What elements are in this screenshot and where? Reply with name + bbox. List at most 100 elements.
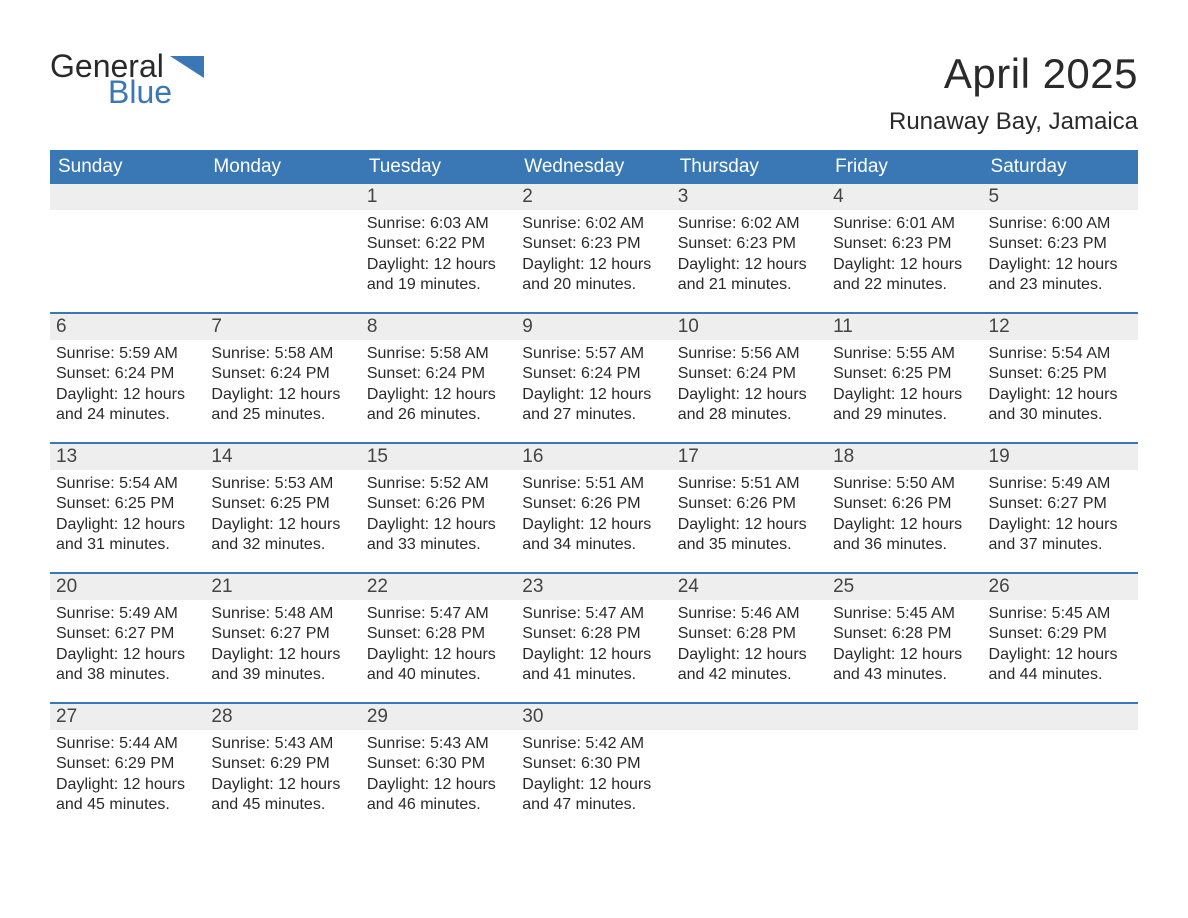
day-number: 22 <box>361 574 516 600</box>
sunrise-line: Sunrise: 5:47 AM <box>522 604 665 624</box>
month-title: April 2025 <box>889 50 1138 98</box>
day-cell <box>983 704 1138 832</box>
day-number: 4 <box>827 184 982 210</box>
daylight-line: Daylight: 12 hours and 45 minutes. <box>211 775 354 816</box>
day-number: 8 <box>361 314 516 340</box>
sunrise-line: Sunrise: 5:49 AM <box>56 604 199 624</box>
sunset-line: Sunset: 6:22 PM <box>367 234 510 254</box>
title-block: April 2025 Runaway Bay, Jamaica <box>889 50 1138 136</box>
day-details: Sunrise: 5:45 AMSunset: 6:28 PMDaylight:… <box>827 600 982 686</box>
day-details: Sunrise: 6:02 AMSunset: 6:23 PMDaylight:… <box>516 210 671 296</box>
sunset-line: Sunset: 6:29 PM <box>56 754 199 774</box>
day-number: 5 <box>983 184 1138 210</box>
daylight-line: Daylight: 12 hours and 45 minutes. <box>56 775 199 816</box>
sunrise-line: Sunrise: 5:53 AM <box>211 474 354 494</box>
day-number: 7 <box>205 314 360 340</box>
day-number: 13 <box>50 444 205 470</box>
daylight-line: Daylight: 12 hours and 31 minutes. <box>56 515 199 556</box>
daylight-line: Daylight: 12 hours and 43 minutes. <box>833 645 976 686</box>
sunset-line: Sunset: 6:30 PM <box>522 754 665 774</box>
sunset-line: Sunset: 6:27 PM <box>989 494 1132 514</box>
day-details: Sunrise: 6:00 AMSunset: 6:23 PMDaylight:… <box>983 210 1138 296</box>
day-cell: 21Sunrise: 5:48 AMSunset: 6:27 PMDayligh… <box>205 574 360 702</box>
day-number: 1 <box>361 184 516 210</box>
day-details: Sunrise: 5:43 AMSunset: 6:29 PMDaylight:… <box>205 730 360 816</box>
sunrise-line: Sunrise: 5:47 AM <box>367 604 510 624</box>
sunrise-line: Sunrise: 5:42 AM <box>522 734 665 754</box>
week-row: 13Sunrise: 5:54 AMSunset: 6:25 PMDayligh… <box>50 442 1138 572</box>
sunrise-line: Sunrise: 5:57 AM <box>522 344 665 364</box>
weekday-friday: Friday <box>827 150 982 184</box>
daylight-line: Daylight: 12 hours and 37 minutes. <box>989 515 1132 556</box>
daylight-line: Daylight: 12 hours and 19 minutes. <box>367 255 510 296</box>
day-cell: 28Sunrise: 5:43 AMSunset: 6:29 PMDayligh… <box>205 704 360 832</box>
day-number: 21 <box>205 574 360 600</box>
sunrise-line: Sunrise: 5:58 AM <box>211 344 354 364</box>
day-details: Sunrise: 5:53 AMSunset: 6:25 PMDaylight:… <box>205 470 360 556</box>
day-number <box>50 184 205 210</box>
day-number: 10 <box>672 314 827 340</box>
sunrise-line: Sunrise: 5:43 AM <box>367 734 510 754</box>
day-cell: 16Sunrise: 5:51 AMSunset: 6:26 PMDayligh… <box>516 444 671 572</box>
day-cell: 26Sunrise: 5:45 AMSunset: 6:29 PMDayligh… <box>983 574 1138 702</box>
daylight-line: Daylight: 12 hours and 46 minutes. <box>367 775 510 816</box>
day-cell: 4Sunrise: 6:01 AMSunset: 6:23 PMDaylight… <box>827 184 982 312</box>
day-cell: 20Sunrise: 5:49 AMSunset: 6:27 PMDayligh… <box>50 574 205 702</box>
location: Runaway Bay, Jamaica <box>889 108 1138 136</box>
sunrise-line: Sunrise: 5:58 AM <box>367 344 510 364</box>
sunrise-line: Sunrise: 5:46 AM <box>678 604 821 624</box>
sunrise-line: Sunrise: 6:00 AM <box>989 214 1132 234</box>
daylight-line: Daylight: 12 hours and 28 minutes. <box>678 385 821 426</box>
daylight-line: Daylight: 12 hours and 23 minutes. <box>989 255 1132 296</box>
sunrise-line: Sunrise: 5:48 AM <box>211 604 354 624</box>
day-number: 23 <box>516 574 671 600</box>
day-number: 19 <box>983 444 1138 470</box>
day-cell: 13Sunrise: 5:54 AMSunset: 6:25 PMDayligh… <box>50 444 205 572</box>
day-number: 6 <box>50 314 205 340</box>
day-cell <box>50 184 205 312</box>
sunrise-line: Sunrise: 5:51 AM <box>522 474 665 494</box>
sunset-line: Sunset: 6:26 PM <box>367 494 510 514</box>
sunset-line: Sunset: 6:28 PM <box>522 624 665 644</box>
daylight-line: Daylight: 12 hours and 26 minutes. <box>367 385 510 426</box>
logo-flag-icon <box>170 56 204 82</box>
day-number: 18 <box>827 444 982 470</box>
day-details: Sunrise: 5:51 AMSunset: 6:26 PMDaylight:… <box>516 470 671 556</box>
day-number: 2 <box>516 184 671 210</box>
sunrise-line: Sunrise: 6:03 AM <box>367 214 510 234</box>
sunrise-line: Sunrise: 5:52 AM <box>367 474 510 494</box>
sunset-line: Sunset: 6:28 PM <box>833 624 976 644</box>
daylight-line: Daylight: 12 hours and 41 minutes. <box>522 645 665 686</box>
day-number: 24 <box>672 574 827 600</box>
day-cell <box>205 184 360 312</box>
day-number <box>983 704 1138 730</box>
day-cell: 24Sunrise: 5:46 AMSunset: 6:28 PMDayligh… <box>672 574 827 702</box>
sunrise-line: Sunrise: 5:44 AM <box>56 734 199 754</box>
daylight-line: Daylight: 12 hours and 24 minutes. <box>56 385 199 426</box>
sunrise-line: Sunrise: 6:01 AM <box>833 214 976 234</box>
sunset-line: Sunset: 6:28 PM <box>678 624 821 644</box>
day-details: Sunrise: 5:44 AMSunset: 6:29 PMDaylight:… <box>50 730 205 816</box>
day-details: Sunrise: 5:55 AMSunset: 6:25 PMDaylight:… <box>827 340 982 426</box>
sunset-line: Sunset: 6:26 PM <box>833 494 976 514</box>
day-number: 27 <box>50 704 205 730</box>
sunrise-line: Sunrise: 5:55 AM <box>833 344 976 364</box>
day-cell: 6Sunrise: 5:59 AMSunset: 6:24 PMDaylight… <box>50 314 205 442</box>
day-details: Sunrise: 6:02 AMSunset: 6:23 PMDaylight:… <box>672 210 827 296</box>
day-cell: 10Sunrise: 5:56 AMSunset: 6:24 PMDayligh… <box>672 314 827 442</box>
day-details: Sunrise: 6:01 AMSunset: 6:23 PMDaylight:… <box>827 210 982 296</box>
day-number: 9 <box>516 314 671 340</box>
sunrise-line: Sunrise: 5:45 AM <box>833 604 976 624</box>
day-number <box>205 184 360 210</box>
sunset-line: Sunset: 6:23 PM <box>833 234 976 254</box>
calendar: SundayMondayTuesdayWednesdayThursdayFrid… <box>50 150 1138 832</box>
sunset-line: Sunset: 6:27 PM <box>56 624 199 644</box>
sunset-line: Sunset: 6:23 PM <box>678 234 821 254</box>
day-cell: 12Sunrise: 5:54 AMSunset: 6:25 PMDayligh… <box>983 314 1138 442</box>
daylight-line: Daylight: 12 hours and 47 minutes. <box>522 775 665 816</box>
day-details: Sunrise: 5:58 AMSunset: 6:24 PMDaylight:… <box>205 340 360 426</box>
day-cell: 8Sunrise: 5:58 AMSunset: 6:24 PMDaylight… <box>361 314 516 442</box>
daylight-line: Daylight: 12 hours and 36 minutes. <box>833 515 976 556</box>
daylight-line: Daylight: 12 hours and 29 minutes. <box>833 385 976 426</box>
day-details: Sunrise: 5:43 AMSunset: 6:30 PMDaylight:… <box>361 730 516 816</box>
